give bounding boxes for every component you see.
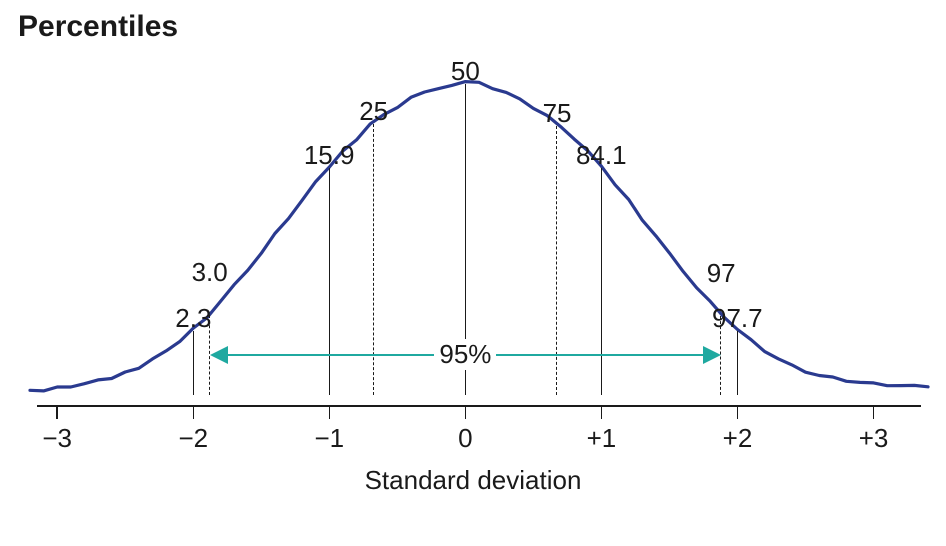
x-tick <box>873 405 875 419</box>
percentile-line-solid <box>193 331 195 395</box>
x-tick <box>737 405 739 419</box>
x-tick <box>329 405 331 419</box>
percentile-label: 75 <box>543 98 572 129</box>
x-tick-label: −2 <box>168 423 218 454</box>
percentile-label: 84.1 <box>576 140 627 171</box>
percentile-label: 3.0 <box>192 257 228 288</box>
percentile-line-solid <box>329 168 331 395</box>
chart-area: −3−2−10+1+2+32.315.95084.197.73.0257597 … <box>0 55 946 435</box>
x-tick-label: +2 <box>713 423 763 454</box>
x-tick-label: −1 <box>304 423 354 454</box>
percentile-label: 25 <box>359 96 388 127</box>
x-tick <box>56 405 58 419</box>
percentile-label: 97 <box>707 258 736 289</box>
x-tick <box>601 405 603 419</box>
x-tick <box>465 405 467 419</box>
percentile-label: 50 <box>451 56 480 87</box>
x-axis-baseline <box>37 405 921 407</box>
percentile-label: 2.3 <box>175 303 211 334</box>
chart-title: Percentiles <box>18 10 178 44</box>
x-tick-label: −3 <box>32 423 82 454</box>
percentile-label: 15.9 <box>304 140 355 171</box>
arrow-line-right <box>496 354 705 356</box>
x-tick <box>193 405 195 419</box>
bell-curve <box>0 55 946 435</box>
percentile-line-solid <box>737 331 739 395</box>
arrow-head-right <box>703 346 721 364</box>
x-tick-label: +1 <box>576 423 626 454</box>
x-axis-title: Standard deviation <box>0 465 946 496</box>
arrow-line-left <box>226 354 435 356</box>
x-tick-label: +3 <box>849 423 899 454</box>
percentile-line-solid <box>601 168 603 395</box>
x-tick-label: 0 <box>440 423 490 454</box>
ninety-five-percent-label: 95% <box>435 339 495 370</box>
